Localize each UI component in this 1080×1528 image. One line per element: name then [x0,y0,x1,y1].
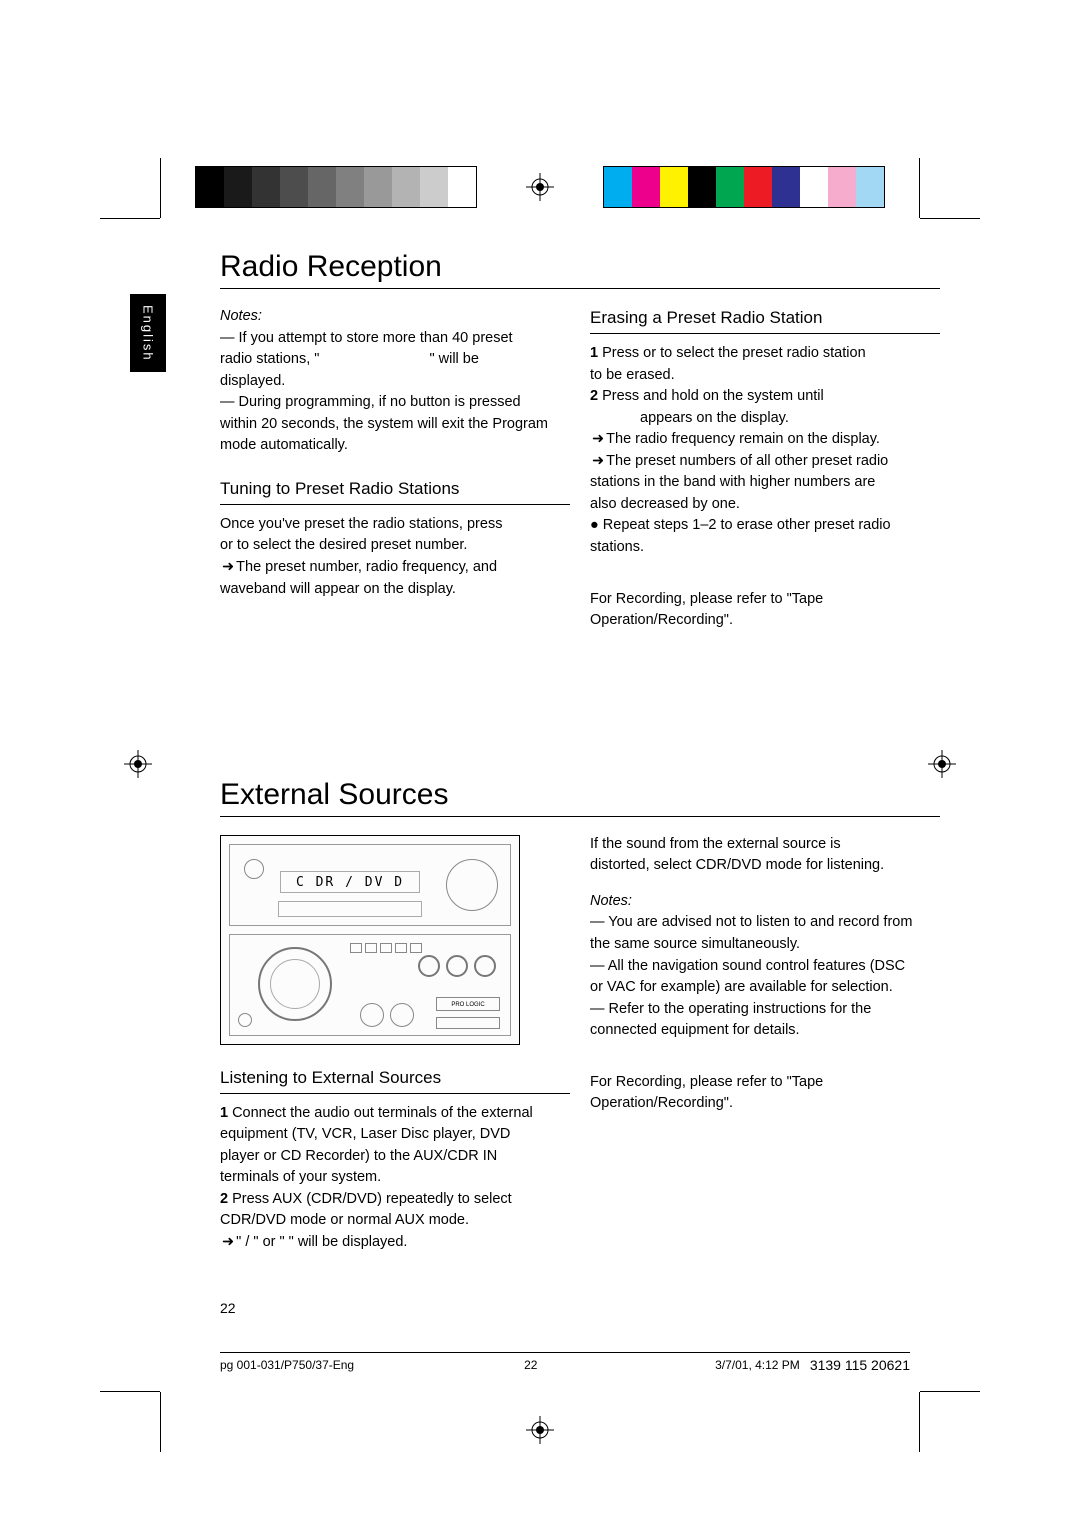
section-title-radio: Radio Reception [220,250,940,289]
color-swatch [828,167,856,207]
crop-mark [100,218,160,219]
crop-mark [160,158,161,218]
body-text: Operation/Recording". [590,1094,940,1114]
step-text: appears on the display. [590,409,940,429]
note-text: within 20 seconds, the system will exit … [220,415,570,435]
color-swatch [604,167,632,207]
subheading-tuning: Tuning to Preset Radio Stations [220,478,570,505]
device-illustration: C DR / DV D PRO LOGIC [220,835,520,1045]
footer-code: 3139 115 20621 [810,1357,910,1373]
body-text: waveband will appear on the display. [220,580,570,600]
footer-date: 3/7/01, 4:12 PM [715,1358,800,1372]
prologic-label: PRO LOGIC [436,997,500,1011]
note-text: — You are advised not to listen to and r… [590,913,940,933]
page-content: Radio Reception Notes: — If you attempt … [220,250,940,1255]
note-text: — Refer to the operating instructions fo… [590,1000,940,1020]
step-text: equipment (TV, VCR, Laser Disc player, D… [220,1125,570,1145]
gray-swatch [308,167,336,207]
footer-file: pg 001-031/P750/37-Eng [220,1358,354,1372]
gray-swatch [392,167,420,207]
color-swatch [800,167,828,207]
note-text: — All the navigation sound control featu… [590,957,940,977]
body-text: For Recording, please refer to "Tape [590,1073,940,1093]
subheading-erasing: Erasing a Preset Radio Station [590,307,940,334]
body-text: or to select the desired preset number. [220,536,570,556]
step-text: ➜" / " or " " will be displayed. [220,1233,570,1253]
body-text: stations. [590,538,940,558]
note-text: radio stations, "" will be [220,350,570,370]
note-text: or VAC for example) are available for se… [590,978,940,998]
device-display: C DR / DV D [280,871,420,893]
notes-label: Notes: [590,892,940,912]
crop-mark [920,1391,980,1392]
language-tab: English [130,294,166,372]
step-text: player or CD Recorder) to the AUX/CDR IN [220,1147,570,1167]
body-text: Operation/Recording". [590,611,940,631]
gray-swatch [364,167,392,207]
left-column: C DR / DV D PRO LOGIC [220,835,570,1255]
body-text: ➜The preset numbers of all other preset … [590,452,940,472]
gray-swatch [252,167,280,207]
crop-mark [100,1391,160,1392]
right-column: If the sound from the external source is… [590,835,940,1255]
gray-swatch [336,167,364,207]
page-number: 22 [220,1300,236,1316]
body-text: Once you've preset the radio stations, p… [220,515,570,535]
note-text: displayed. [220,372,570,392]
registration-mark-icon [124,750,152,778]
registration-mark-icon [526,173,554,201]
note-text: — During programming, if no button is pr… [220,393,570,413]
step-text: 2Press and hold on the system until [590,387,940,407]
color-swatch [856,167,884,207]
note-text: — If you attempt to store more than 40 p… [220,329,570,349]
gray-swatch [448,167,476,207]
body-text: For Recording, please refer to "Tape [590,590,940,610]
body-text: ➜The preset number, radio frequency, and [220,558,570,578]
gray-swatch [280,167,308,207]
color-swatch [688,167,716,207]
body-text: ● Repeat steps 1–2 to erase other preset… [590,516,940,536]
footer: pg 001-031/P750/37-Eng 22 3/7/01, 4:12 P… [220,1352,910,1373]
section-title-external: External Sources [220,778,940,817]
body-text: distorted, select CDR/DVD mode for liste… [590,856,940,876]
step-text: 1Connect the audio out terminals of the … [220,1104,570,1124]
step-text: 1Press or to select the preset radio sta… [590,344,940,364]
note-text: the same source simultaneously. [590,935,940,955]
color-swatch [660,167,688,207]
body-text: If the sound from the external source is [590,835,940,855]
body-text: also decreased by one. [590,495,940,515]
right-column: Erasing a Preset Radio Station 1Press or… [590,307,940,633]
color-swatch [716,167,744,207]
step-text: to be erased. [590,366,940,386]
registration-mark-icon [526,1416,554,1444]
color-swatch [632,167,660,207]
body-text: stations in the band with higher numbers… [590,473,940,493]
step-text: terminals of your system. [220,1168,570,1188]
left-column: Notes: — If you attempt to store more th… [220,307,570,633]
gray-swatch [224,167,252,207]
footer-mid: 22 [524,1358,537,1372]
step-text: 2Press AUX (CDR/DVD) repeatedly to selec… [220,1190,570,1210]
body-text: ➜The radio frequency remain on the displ… [590,430,940,450]
color-swatch [772,167,800,207]
crop-mark [919,158,920,218]
crop-mark [160,1392,161,1452]
note-text: mode automatically. [220,436,570,456]
subheading-listening: Listening to External Sources [220,1067,570,1094]
notes-label: Notes: [220,307,570,327]
gray-swatch [196,167,224,207]
step-text: CDR/DVD mode or normal AUX mode. [220,1211,570,1231]
crop-mark [920,218,980,219]
note-text: connected equipment for details. [590,1021,940,1041]
gray-swatch [420,167,448,207]
crop-mark [919,1392,920,1452]
color-swatch [744,167,772,207]
